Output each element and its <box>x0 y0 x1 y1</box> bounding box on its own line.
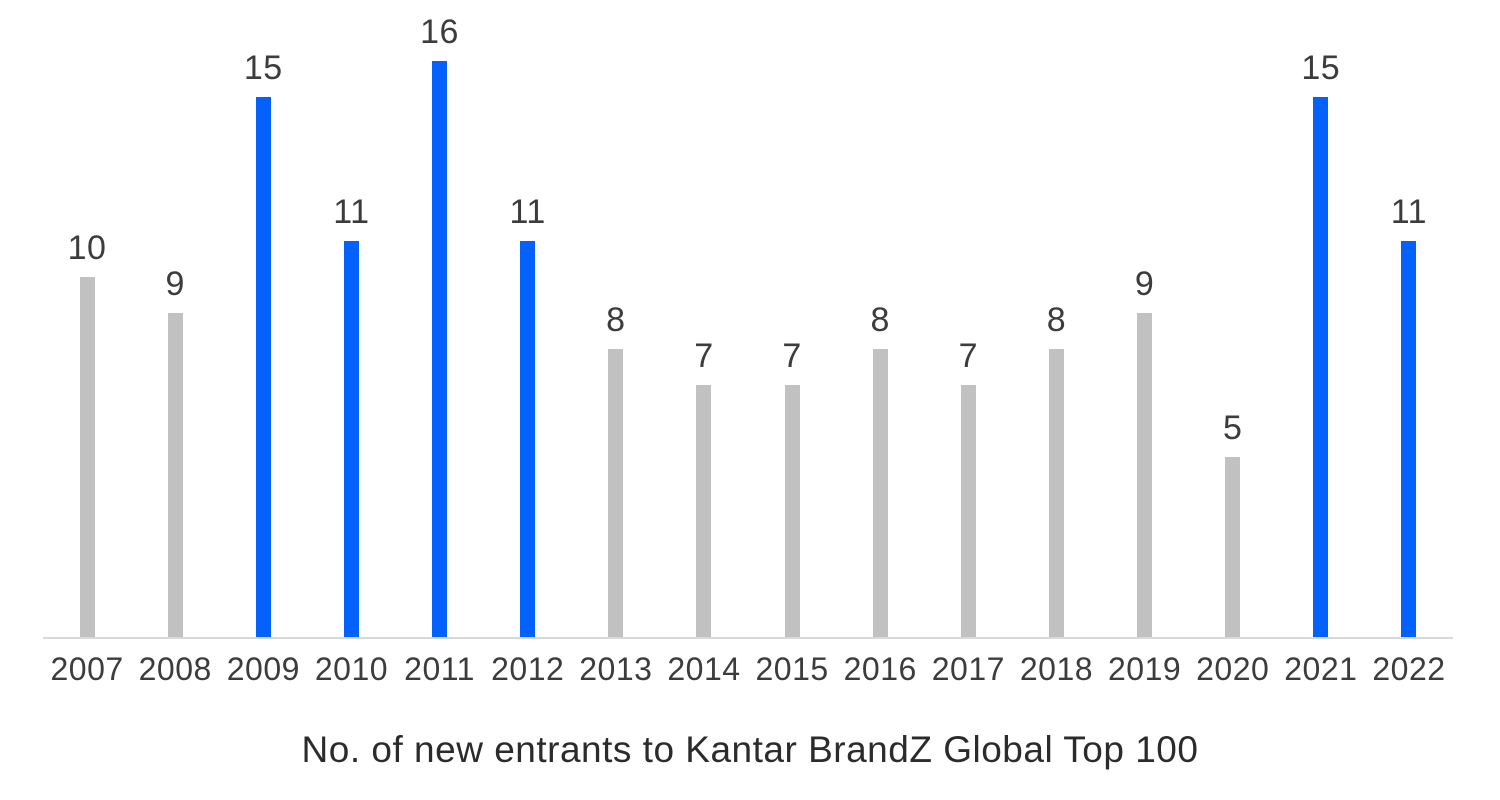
bar-2016 <box>872 349 888 637</box>
bar-2017 <box>960 385 976 637</box>
bar-group-2014: 7 <box>660 0 748 637</box>
bar-group-2020: 5 <box>1189 0 1277 637</box>
x-tick-label-2009: 2009 <box>226 651 300 687</box>
x-tick-label-2008: 2008 <box>138 651 212 687</box>
bar-group-2021: 15 <box>1277 0 1365 637</box>
bar-group-2009: 15 <box>219 0 307 637</box>
bar-2021 <box>1313 97 1329 637</box>
bar-group-2019: 9 <box>1101 0 1189 637</box>
bar-group-2011: 16 <box>396 0 484 637</box>
bar-2019 <box>1137 313 1153 637</box>
chart-plot-area: 10 9 15 11 16 11 8 7 7 8 7 8 9 5 15 11 <box>43 0 1453 639</box>
bar-value-label: 7 <box>958 337 979 375</box>
bar-group-2017: 7 <box>924 0 1012 637</box>
bar-group-2016: 8 <box>836 0 924 637</box>
bar-value-label: 9 <box>165 265 185 303</box>
bar-value-label: 8 <box>606 301 626 339</box>
bar-value-label: 11 <box>1390 193 1428 231</box>
bar-2008 <box>167 313 183 637</box>
bar-value-label: 7 <box>694 337 714 375</box>
bar-value-label: 8 <box>870 301 890 339</box>
x-tick-label-2011: 2011 <box>404 651 475 687</box>
x-tick-label-2019: 2019 <box>1107 651 1182 687</box>
bar-2011 <box>432 61 448 637</box>
bar-2020 <box>1225 457 1241 637</box>
bar-value-label: 9 <box>1134 265 1155 303</box>
bar-group-2010: 11 <box>307 0 395 637</box>
bar-group-2012: 11 <box>484 0 572 637</box>
bar-group-2022: 11 <box>1365 0 1453 637</box>
bar-2018 <box>1048 349 1064 637</box>
bar-2010 <box>343 241 359 637</box>
bar-group-2015: 7 <box>748 0 836 637</box>
bar-value-label: 15 <box>243 49 283 87</box>
bar-value-label: 5 <box>1222 409 1243 447</box>
bar-group-2008: 9 <box>131 0 219 637</box>
x-tick-label-2022: 2022 <box>1372 651 1446 687</box>
x-tick-label-2016: 2016 <box>843 651 917 687</box>
bar-group-2013: 8 <box>572 0 660 637</box>
bar-value-label: 16 <box>420 13 459 51</box>
x-tick-label-2013: 2013 <box>579 651 653 687</box>
x-tick-label-2015: 2015 <box>755 651 829 687</box>
bar-group-2018: 8 <box>1012 0 1100 637</box>
bar-2014 <box>696 385 712 637</box>
bar-value-label: 11 <box>509 193 546 231</box>
chart-title: No. of new entrants to Kantar BrandZ Glo… <box>301 729 1199 770</box>
bar-value-label: 15 <box>1301 49 1341 87</box>
x-tick-label-2018: 2018 <box>1019 651 1094 687</box>
bar-2013 <box>608 349 624 637</box>
x-tick-label-2017: 2017 <box>931 651 1005 687</box>
bar-2007 <box>79 277 95 637</box>
bar-value-label: 7 <box>782 337 802 375</box>
x-tick-label-2014: 2014 <box>667 651 741 687</box>
x-axis-tick-labels: 2007 2008 2009 2010 2011 2012 2013 2014 2015 2016… <box>43 651 1453 687</box>
x-tick-label-2010: 2010 <box>314 651 389 687</box>
x-tick-label-2012: 2012 <box>491 651 565 687</box>
bar-2022 <box>1401 241 1417 637</box>
x-tick-label-2021: 2021 <box>1284 651 1358 687</box>
bar-2012 <box>520 241 536 637</box>
x-tick-label-2020: 2020 <box>1196 651 1270 687</box>
bar-value-label: 8 <box>1046 301 1067 339</box>
bar-2009 <box>255 97 271 637</box>
bar-2015 <box>784 385 800 637</box>
bar-value-label: 10 <box>67 229 107 267</box>
bar-value-label: 11 <box>333 193 370 231</box>
bar-group-2007: 10 <box>43 0 131 637</box>
x-tick-label-2007: 2007 <box>50 651 124 687</box>
